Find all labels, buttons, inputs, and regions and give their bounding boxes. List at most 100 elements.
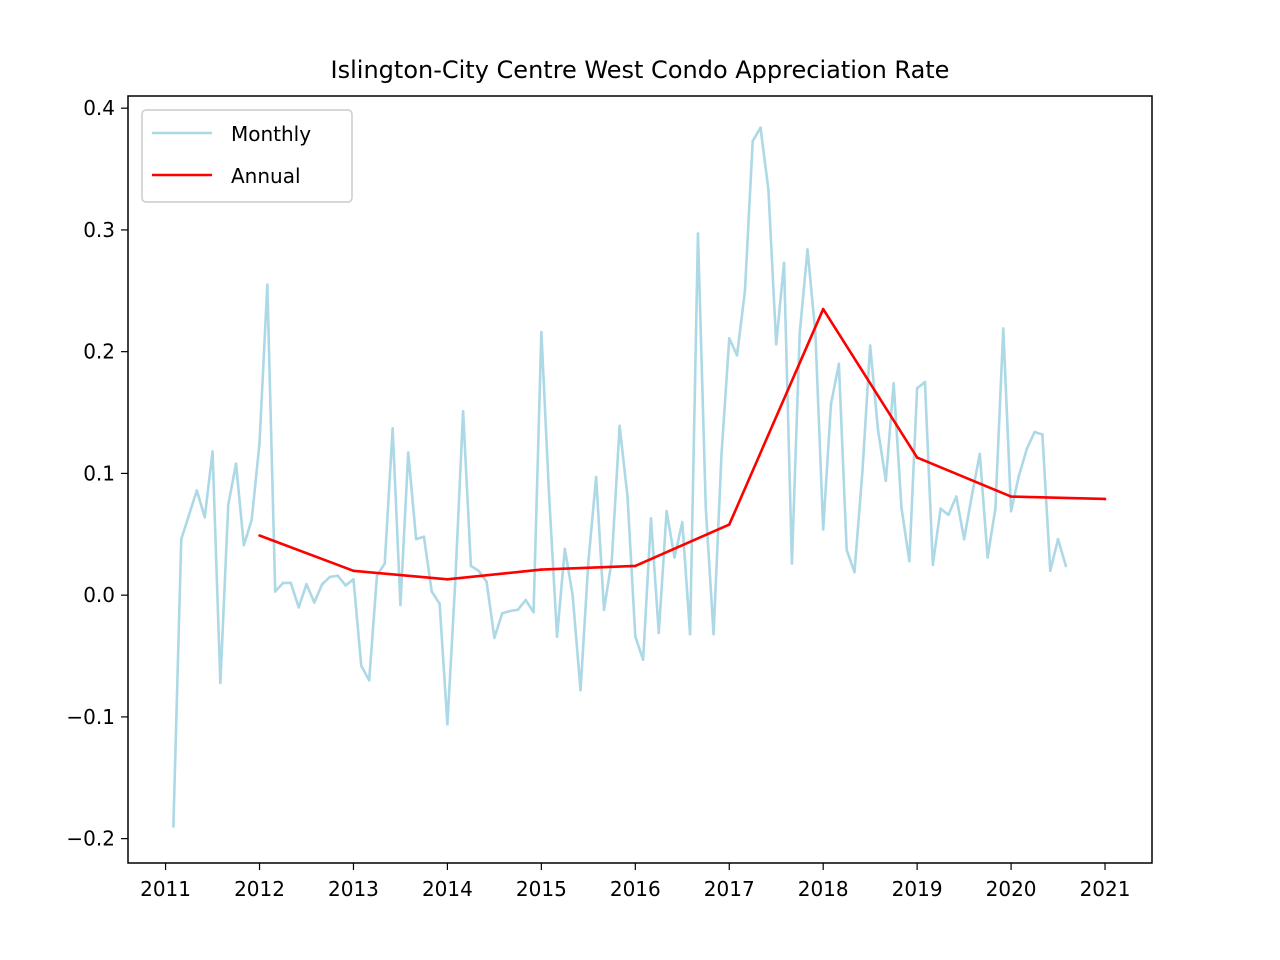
- monthly-point: [696, 232, 700, 235]
- monthly-point: [461, 410, 465, 413]
- y-tick-label: −0.1: [66, 705, 115, 729]
- monthly-point: [336, 574, 340, 577]
- monthly-point: [939, 507, 942, 511]
- monthly-point: [414, 537, 418, 541]
- monthly-point: [187, 513, 191, 517]
- monthly-point: [680, 520, 684, 524]
- monthly-point: [1041, 433, 1044, 436]
- monthly-point: [563, 547, 567, 551]
- monthly-point: [955, 495, 958, 498]
- monthly-point: [524, 598, 527, 602]
- monthly-point: [751, 139, 755, 143]
- monthly-point: [500, 612, 504, 615]
- monthly-point: [908, 559, 911, 563]
- monthly-point: [1056, 537, 1060, 541]
- monthly-point: [1001, 327, 1005, 330]
- monthly-point: [602, 608, 606, 612]
- legend-label-annual: Annual: [231, 164, 301, 188]
- monthly-point: [172, 825, 175, 828]
- monthly-point: [453, 581, 457, 585]
- monthly-point: [978, 452, 982, 456]
- monthly-point: [829, 402, 833, 406]
- monthly-point: [359, 664, 363, 668]
- monthly-point: [242, 543, 246, 547]
- x-tick-label: 2020: [986, 877, 1037, 901]
- monthly-point: [1064, 564, 1068, 568]
- monthly-point: [266, 283, 269, 287]
- monthly-point: [861, 470, 864, 474]
- monthly-point: [203, 515, 207, 519]
- x-axis: 2011 2012 2013 2014 2015 2016 2017 2018 2019 2020…: [140, 863, 1130, 901]
- y-tick-label: 0.1: [83, 461, 115, 485]
- monthly-point: [1033, 430, 1036, 434]
- monthly-point: [485, 580, 488, 584]
- monthly-point: [868, 344, 872, 347]
- monthly-point: [273, 590, 277, 593]
- monthly-point: [352, 578, 355, 581]
- monthly-point: [508, 609, 512, 613]
- monthly-point: [876, 428, 880, 431]
- monthly-point: [884, 479, 888, 483]
- monthly-point: [767, 188, 770, 192]
- monthly-point: [195, 489, 199, 492]
- annual-point: [258, 534, 261, 537]
- monthly-point: [900, 506, 903, 509]
- monthly-point: [547, 495, 551, 498]
- monthly-point: [493, 636, 496, 640]
- monthly-point: [720, 453, 723, 457]
- annual-point: [915, 456, 919, 459]
- monthly-point: [782, 261, 786, 265]
- monthly-point: [516, 608, 520, 612]
- monthly-point: [688, 632, 692, 636]
- monthly-point: [641, 658, 645, 661]
- monthly-point: [845, 548, 848, 552]
- monthly-point: [892, 382, 895, 385]
- monthly-point: [219, 681, 222, 685]
- monthly-point: [375, 574, 379, 577]
- monthly-point: [540, 330, 543, 334]
- annual-series: [258, 307, 1107, 581]
- y-tick-label: 0.3: [83, 218, 115, 242]
- monthly-point: [179, 537, 183, 541]
- monthly-point: [1009, 509, 1013, 513]
- monthly-point: [915, 386, 919, 390]
- monthly-point: [931, 563, 935, 567]
- x-tick-label: 2011: [140, 877, 191, 901]
- monthly-point: [1048, 569, 1052, 573]
- monthly-point: [446, 722, 449, 726]
- monthly-point: [281, 581, 285, 585]
- x-tick-label: 2016: [610, 877, 661, 901]
- monthly-point: [594, 475, 598, 479]
- monthly-point: [234, 462, 238, 465]
- monthly-point: [579, 688, 582, 692]
- monthly-point: [289, 581, 293, 585]
- monthly-point: [626, 495, 629, 498]
- monthly-point: [743, 289, 747, 293]
- monthly-point: [657, 631, 661, 635]
- monthly-point: [814, 332, 817, 335]
- monthly-point: [821, 528, 825, 531]
- x-tick-label: 2013: [328, 877, 379, 901]
- annual-point: [634, 564, 637, 568]
- monthly-point: [367, 679, 371, 682]
- annual-point: [1009, 495, 1013, 498]
- y-tick-label: −0.2: [66, 827, 115, 851]
- monthly-point: [806, 248, 809, 251]
- monthly-point: [344, 584, 347, 587]
- monthly-point: [312, 601, 316, 604]
- monthly-point: [469, 564, 473, 568]
- monthly-point: [477, 569, 481, 573]
- monthly-point: [704, 506, 708, 509]
- monthly-point: [226, 503, 230, 507]
- monthly-point: [571, 593, 574, 597]
- monthly-point: [610, 558, 614, 562]
- plot-frame: [127, 95, 1153, 864]
- monthly-point: [438, 602, 441, 605]
- annual-point: [1103, 497, 1107, 501]
- monthly-point: [759, 126, 762, 129]
- monthly-point: [391, 427, 394, 430]
- y-tick-label: 0.4: [83, 96, 115, 120]
- monthly-point: [406, 451, 410, 455]
- monthly-point: [947, 513, 950, 517]
- annual-line: [259, 307, 1106, 581]
